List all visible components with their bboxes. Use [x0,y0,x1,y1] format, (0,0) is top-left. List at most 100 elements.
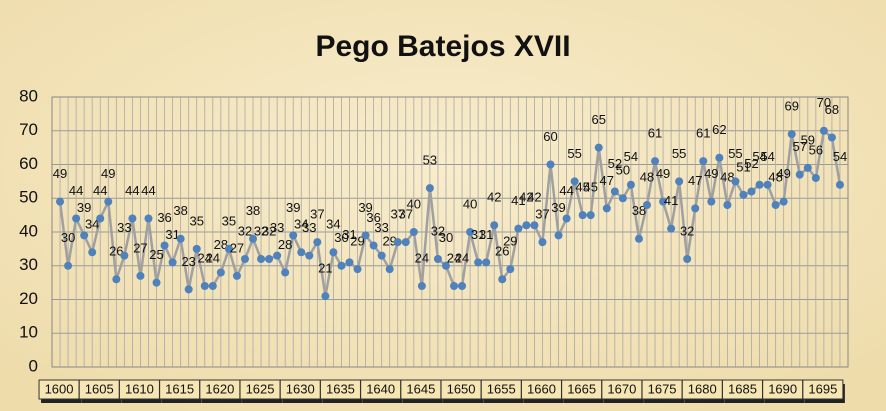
data-label: 40 [463,196,477,211]
data-point [64,261,73,270]
data-label: 31 [342,227,356,242]
data-label: 47 [600,173,614,188]
data-label: 49 [776,166,790,181]
data-point [506,265,515,274]
data-label: 45 [575,180,589,195]
x-tick-label: 1655 [487,381,516,396]
data-point [305,251,314,260]
data-label: 36 [366,210,380,225]
data-point [96,214,105,223]
x-tick-label: 1630 [286,381,315,396]
data-label: 42 [487,190,501,205]
data-label: 37 [391,207,405,222]
x-tick-label: 1685 [728,381,757,396]
data-point [626,180,635,189]
data-point [369,241,378,250]
data-label: 24 [198,250,212,265]
data-label: 30 [439,230,453,245]
data-label: 29 [503,234,517,249]
data-point [104,197,113,206]
data-point [779,197,788,206]
data-label: 37 [535,207,549,222]
data-point [120,251,129,260]
data-label: 41 [664,193,678,208]
data-label: 44 [69,183,83,198]
data-point [144,214,153,223]
data-point [88,248,97,257]
data-point [707,197,716,206]
data-point [474,258,483,267]
data-label: 31 [165,227,179,242]
data-label: 49 [656,166,670,181]
data-point [570,177,579,186]
data-label: 40 [407,196,421,211]
data-label: 45 [583,180,597,195]
data-label: 47 [688,173,702,188]
data-point [554,231,563,240]
data-point [281,268,290,277]
data-label: 50 [616,163,630,178]
data-label: 37 [310,207,324,222]
data-point [72,214,81,223]
data-label: 39 [286,200,300,215]
data-point [739,190,748,199]
data-point [257,255,266,263]
data-label: 23 [181,254,195,269]
data-label: 32 [431,223,445,238]
data-point [458,282,467,290]
data-point [377,251,386,260]
data-label: 59 [801,132,815,147]
data-point [610,187,619,196]
y-tick-label: 10 [19,323,38,342]
data-label: 35 [222,213,236,228]
data-point [498,275,507,284]
data-point [811,174,820,182]
data-label: 69 [784,99,798,114]
data-label: 42 [519,190,533,205]
y-tick-label: 70 [19,120,38,139]
data-point [160,241,169,250]
data-label: 33 [302,220,316,235]
data-label: 54 [760,149,774,164]
data-point [723,201,732,209]
data-point [353,265,362,274]
x-tick-label: 1620 [205,381,234,396]
data-label: 44 [93,183,107,198]
y-tick-label: 50 [19,188,38,207]
data-point [168,258,177,267]
data-point [578,211,587,220]
y-tick-label: 40 [19,221,38,240]
data-label: 32 [254,223,268,238]
data-label: 44 [559,183,573,198]
data-point [401,238,410,247]
y-tick-label: 80 [19,86,38,105]
data-label: 33 [117,220,131,235]
data-label: 39 [551,200,565,215]
data-label: 51 [736,159,750,174]
data-point [659,197,668,206]
data-point [771,201,780,209]
data-point [586,211,595,220]
data-label: 55 [728,146,742,161]
data-point [514,224,523,233]
data-label: 33 [270,220,284,235]
y-tick-label: 60 [19,154,38,173]
data-point [795,170,804,179]
data-label: 53 [423,153,437,168]
data-label: 44 [141,183,155,198]
data-point [208,282,217,290]
data-label: 48 [720,169,734,184]
x-tick-label: 1675 [648,381,677,396]
data-label: 38 [173,203,187,218]
data-label: 55 [567,146,581,161]
x-tick-label: 1650 [447,381,476,396]
data-point [80,231,89,240]
data-point [747,187,756,196]
data-point [634,234,643,243]
data-point [200,282,209,290]
data-label: 34 [326,217,340,232]
data-label: 68 [825,102,839,117]
data-label: 32 [238,223,252,238]
data-label: 36 [157,210,171,225]
